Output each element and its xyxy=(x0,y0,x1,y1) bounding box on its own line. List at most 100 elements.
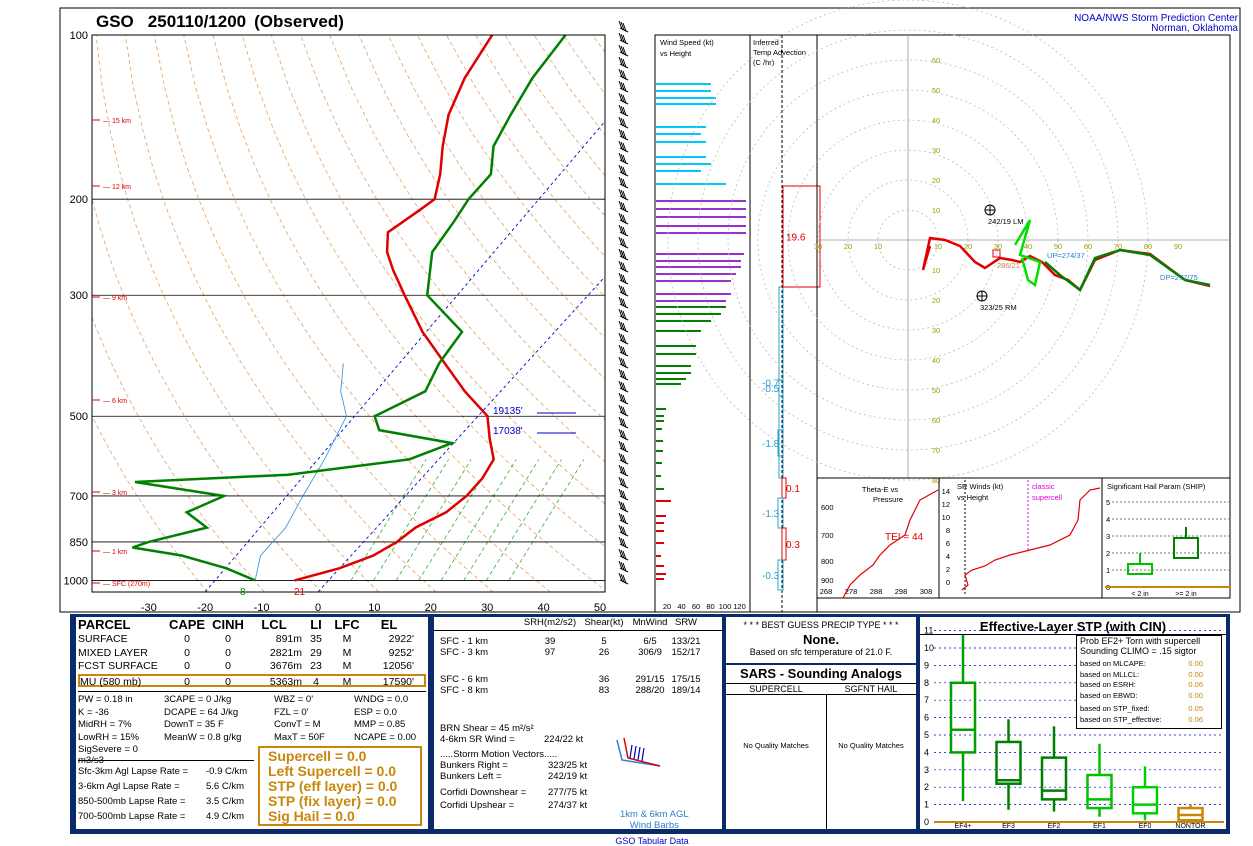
parcel-cell: 2821m xyxy=(269,646,302,659)
sr-y-tick: 6 xyxy=(946,539,950,548)
temp-tick: -20 xyxy=(197,602,213,614)
stp-box xyxy=(949,681,977,754)
lapse-label: 3-6km Agl Lapse Rate = xyxy=(78,780,180,792)
parcel-cell: M xyxy=(342,675,352,688)
svg-text:10: 10 xyxy=(934,242,942,251)
storm-title: .....Storm Motion Vectors..... xyxy=(440,749,558,760)
parcel-cell: 0 xyxy=(184,675,190,688)
stp-category: EF3 xyxy=(1002,823,1015,830)
wind-speed-bar xyxy=(656,353,696,355)
wind-speed-bar xyxy=(656,126,706,128)
stp-row: based on MLLCL: 0.00 xyxy=(1080,670,1218,681)
parcel-cell: 0 xyxy=(225,646,231,659)
param-cell: DCAPE = 64 J/kg xyxy=(164,706,239,718)
lapse-row: 700-500mb Lapse Rate = 4.9 C/km xyxy=(78,811,254,826)
wind-speed-bar xyxy=(656,450,663,452)
wind-speed-bar xyxy=(656,163,711,165)
parcel-cell: 23 xyxy=(310,660,322,672)
temp-tick: 40 xyxy=(537,602,549,614)
parcel-cell: 17590' xyxy=(382,675,414,688)
wind-speed-bar xyxy=(656,565,664,567)
storm-value: 323/25 kt xyxy=(548,760,588,771)
advection-label: -0.7 xyxy=(762,379,780,390)
stp-row-label: based on EBWD: xyxy=(1080,690,1138,700)
wind-speed-bar xyxy=(656,83,711,85)
stp-row-label: based on STP_fixed: xyxy=(1080,704,1150,713)
wind-speed-bar xyxy=(656,200,746,202)
parcel-cell: 0 xyxy=(184,646,190,659)
stp-row: based on STP_fixed: 0.05 xyxy=(1080,704,1218,715)
lapse-label: 700-500mb Lapse Rate = xyxy=(78,810,186,822)
param-cell: NCAPE = 0.00 xyxy=(354,731,417,743)
wind-speed-bar xyxy=(656,542,664,544)
param-row: LowRH = 15% MeanW = 0.8 g/kg MaxT = 50F NCA… xyxy=(78,732,426,745)
advection-label: -0.3 xyxy=(762,571,780,582)
kin-row-label: SFC - 1 km xyxy=(440,636,489,647)
wind-speed-bar xyxy=(656,440,663,442)
stp-row-label: based on ESRH: xyxy=(1080,680,1136,689)
svg-text:Theta-E vs: Theta-E vs xyxy=(862,485,899,494)
dewpoint-line xyxy=(132,35,567,582)
kin-cell: 288/20 xyxy=(635,685,665,696)
wind-speed-bar xyxy=(656,97,716,99)
parcel-row: SURFACE 0 0 891m 35 M 2922' xyxy=(78,633,426,647)
parcel-header: LCL xyxy=(261,617,287,632)
sfc-temp-label: 21 xyxy=(294,587,306,598)
wind-speed-bar xyxy=(656,372,691,374)
svg-text:70: 70 xyxy=(932,446,940,455)
pressure-tick: 500 xyxy=(70,411,88,423)
temperature-line xyxy=(294,35,496,582)
parcel-cell: 891m xyxy=(275,633,302,645)
stp-y-tick: 1 xyxy=(924,800,929,810)
parcel-header: LI xyxy=(310,617,322,632)
svg-text:vs Height: vs Height xyxy=(957,493,989,502)
advection-label: 0.1 xyxy=(786,484,800,495)
precip-value: None. xyxy=(802,632,840,647)
wspd-tick: 40 xyxy=(677,602,685,611)
kin-header: SRH(m2/s2) xyxy=(523,617,577,628)
kin-cell: 39 xyxy=(544,636,556,647)
svg-text:20: 20 xyxy=(844,242,852,251)
parcel-cell: 4 xyxy=(313,675,319,688)
parcel-cell: 35 xyxy=(310,633,322,645)
stp-header: Effective-Layer STP (with CIN) xyxy=(920,617,1226,635)
kin-cell: 5 xyxy=(601,636,607,647)
svg-text:50: 50 xyxy=(1054,242,1062,251)
param-cell: WNDG = 0.0 xyxy=(354,694,409,705)
stp-row-value: 0.06 xyxy=(1188,680,1204,689)
wind-speed-bar xyxy=(656,306,726,308)
lapse-value: 4.9 C/km xyxy=(206,810,245,822)
svg-text:10: 10 xyxy=(932,206,940,215)
pressure-tick: 700 xyxy=(70,491,88,503)
stp-y-tick: 2 xyxy=(924,782,929,792)
parcel-cell: 3676m xyxy=(269,660,302,672)
wind-speed-bar xyxy=(656,515,666,517)
parcel-header: PARCEL xyxy=(78,617,131,632)
param-cell: ESP = 0.0 xyxy=(354,706,397,718)
wind-speed-bar xyxy=(656,415,664,417)
svg-text:70: 70 xyxy=(1114,242,1122,251)
storm-value: 274/37 kt xyxy=(548,800,588,811)
stp-y-tick: 5 xyxy=(924,730,929,740)
sr-y-tick: 12 xyxy=(942,500,950,509)
wind-speed-bar xyxy=(656,522,664,524)
ship-y-tick: 1 xyxy=(1106,566,1110,575)
svg-text:30: 30 xyxy=(932,326,940,335)
stp-y-tick: 9 xyxy=(924,660,929,670)
parcel-cell: MU (580 mb) xyxy=(80,675,142,688)
kinematics-table: SRH(m2/s2) Shear(kt) MnWind SRW SFC - 1 km 3… xyxy=(434,617,724,831)
parcel-cell: 0 xyxy=(184,660,190,672)
parcel-row: MU (580 mb) 0 0 5363m 4 M 17590' xyxy=(78,673,426,688)
param-cell: DownT = 35 F xyxy=(164,719,224,730)
svg-text:50: 50 xyxy=(932,86,940,95)
wind-speed-bar xyxy=(656,313,721,315)
left-supercell-value: Left Supercell = 0.0 xyxy=(268,763,396,779)
stp-category: EF4+ xyxy=(955,823,972,830)
sr-y-tick: 14 xyxy=(942,487,950,496)
kin-row-label: SFC - 3 km xyxy=(440,647,489,658)
lapse-label: Sfc-3km Agl Lapse Rate = xyxy=(78,765,189,777)
org-location: Norman, Oklahoma xyxy=(1151,23,1238,34)
wind-speed-bar xyxy=(656,408,666,410)
temp-tick: 50 xyxy=(594,602,606,614)
param-cell: PW = 0.18 in xyxy=(78,694,133,705)
